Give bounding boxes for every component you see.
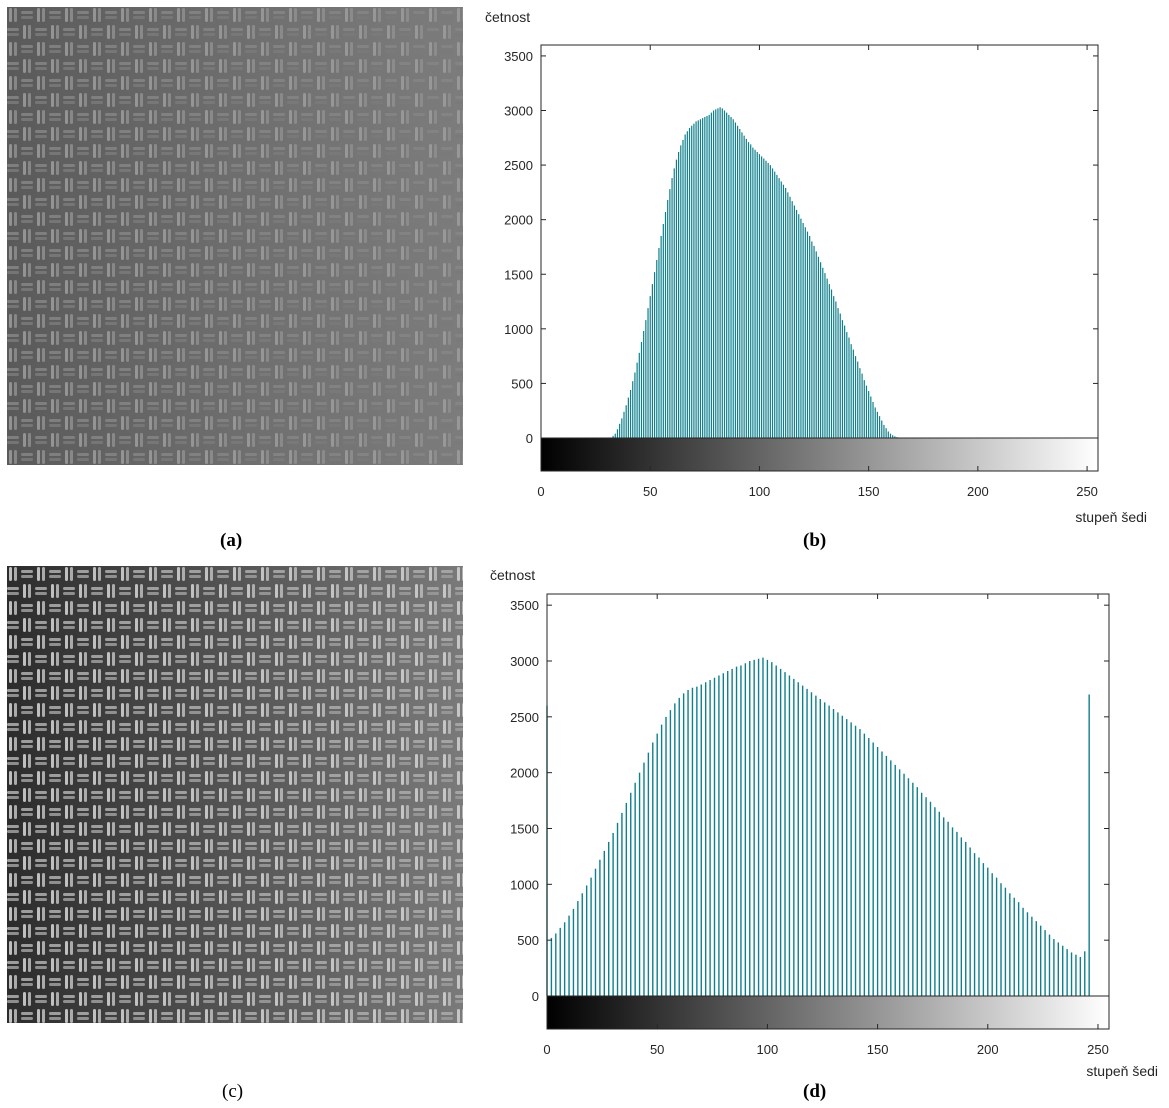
y-tick-label-b: 1000 <box>504 322 533 337</box>
y-tick-label-d: 0 <box>532 989 539 1004</box>
y-tick-label-b: 3000 <box>504 104 533 119</box>
y-tick-label-d: 3500 <box>510 598 539 613</box>
x-tick-label-d: 100 <box>757 1042 779 1057</box>
x-tick-label-b: 150 <box>858 484 880 499</box>
y-tick-label-d: 1000 <box>510 877 539 892</box>
y-axis-label-b: četnost <box>485 9 530 25</box>
x-tick-label-b: 250 <box>1076 484 1098 499</box>
x-tick-label-d: 50 <box>650 1042 664 1057</box>
x-tick-label-d: 200 <box>977 1042 999 1057</box>
y-tick-label-d: 500 <box>517 933 539 948</box>
x-axis-label-d: stupeň šedi <box>1086 1063 1158 1079</box>
y-tick-label-d: 1500 <box>510 822 539 837</box>
texture-image-a <box>7 7 463 465</box>
x-tick-label-b: 100 <box>749 484 771 499</box>
x-tick-label-b: 200 <box>967 484 989 499</box>
colorbar-b <box>541 438 1098 471</box>
x-tick-label-d: 250 <box>1087 1042 1109 1057</box>
y-tick-label-d: 2000 <box>510 766 539 781</box>
x-tick-label-b: 50 <box>643 484 657 499</box>
x-tick-label-d: 0 <box>543 1042 550 1057</box>
y-tick-label-b: 2500 <box>504 158 533 173</box>
y-tick-label-d: 3000 <box>510 654 539 669</box>
panel-label-d: (d) <box>803 1081 827 1102</box>
axes-box-d <box>546 593 1110 1030</box>
y-tick-label-b: 500 <box>511 376 533 391</box>
x-tick-label-b: 0 <box>537 484 544 499</box>
x-axis-label-b: stupeň šedi <box>1075 509 1147 525</box>
y-tick-label-b: 2000 <box>504 213 533 228</box>
y-tick-label-d: 2500 <box>510 710 539 725</box>
panel-label-c: (c) <box>222 1081 244 1102</box>
texture-image-c <box>7 566 463 1023</box>
y-tick-label-b: 3500 <box>504 49 533 64</box>
texture-image-c-svg <box>7 566 463 1023</box>
panel-label-a: (a) <box>220 530 243 551</box>
texture-image-a-svg <box>7 7 463 465</box>
y-axis-label-d: četnost <box>490 567 535 583</box>
axes-box-b <box>540 44 1099 472</box>
y-tick-label-b: 1500 <box>504 267 533 282</box>
colorbar-d <box>547 996 1109 1029</box>
panel-label-b: (b) <box>803 530 827 551</box>
y-tick-label-b: 0 <box>526 431 533 446</box>
x-tick-label-d: 150 <box>867 1042 889 1057</box>
